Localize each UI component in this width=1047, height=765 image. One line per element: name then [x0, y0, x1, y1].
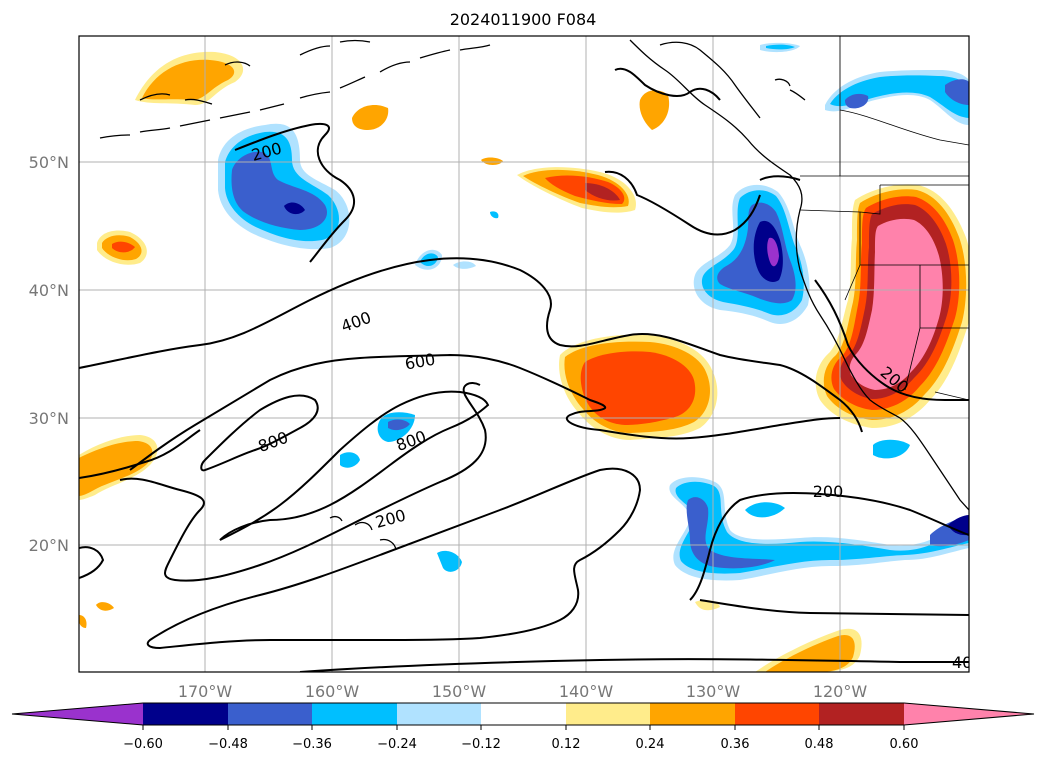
positive-anomaly-region: [580, 351, 696, 425]
map-title: 2024011900 F084: [450, 10, 597, 29]
negative-anomaly-region: [388, 419, 410, 431]
colorbar-segment: [312, 703, 397, 725]
latitude-label: 50°N: [29, 153, 69, 172]
colorbar-segment: [397, 703, 481, 725]
colorbar-tick-label: −0.36: [292, 737, 332, 752]
negative-anomaly-region: [686, 497, 775, 569]
positive-anomaly-region: [639, 90, 670, 130]
latitude-axis: 50°N 40°N 30°N 20°N: [29, 153, 69, 555]
negative-anomaly-region: [830, 75, 969, 118]
negative-anomaly-region: [490, 211, 499, 219]
colorbar-tick-label: 0.12: [552, 737, 581, 752]
colorbar-segment: [735, 703, 819, 725]
colorbar-tick-label: −0.48: [208, 737, 248, 752]
colorbar-segment: [650, 703, 735, 725]
longitude-label: 140°W: [559, 682, 614, 701]
negative-anomaly-region: [284, 202, 305, 215]
negative-anomaly-region: [340, 452, 360, 468]
longitude-label: 120°W: [813, 682, 868, 701]
colorbar-tick-label: 0.60: [890, 737, 919, 752]
gridlines: [79, 36, 969, 672]
colorbar-tick-label: −0.24: [377, 737, 417, 752]
latitude-label: 40°N: [29, 281, 69, 300]
negative-anomaly-region: [675, 481, 969, 574]
negative-anomaly-region: [845, 93, 869, 109]
colorbar-tick-label: −0.60: [123, 737, 163, 752]
colorbar-tick-label: 0.36: [721, 737, 750, 752]
colorbar-extend-low: [12, 703, 143, 725]
negative-anomaly-region: [437, 550, 462, 572]
colorbar-segment: [566, 703, 650, 725]
coastlines: [99, 39, 969, 551]
longitude-label: 170°W: [178, 682, 233, 701]
negative-anomaly-region: [766, 44, 795, 50]
colorbar: −0.60 −0.48 −0.36 −0.24 −0.12 0.12 0.24 …: [11, 702, 1035, 752]
latitude-label: 20°N: [29, 536, 69, 555]
map-frame: [78, 35, 970, 673]
positive-anomaly-region: [96, 602, 114, 611]
positive-anomaly-region: [79, 441, 153, 496]
positive-anomaly-region: [849, 218, 943, 390]
positive-anomaly-region: [352, 105, 389, 130]
negative-anomaly-region: [873, 439, 910, 459]
political-borders: [799, 36, 969, 401]
colorbar-tick-label: 0.48: [805, 737, 834, 752]
longitude-label: 130°W: [686, 682, 741, 701]
positive-anomaly-region: [142, 59, 235, 100]
colorbar-segment: [228, 703, 312, 725]
colorbar-tick-label: 0.24: [636, 737, 665, 752]
longitude-axis: 170°W 160°W 150°W 140°W 130°W 120°W: [178, 682, 868, 701]
colorbar-segment: [481, 703, 566, 725]
positive-anomaly-region: [112, 241, 135, 253]
colorbar-extend-high: [904, 703, 1034, 725]
colorbar-segment: [819, 703, 904, 725]
contour-label: 200: [813, 482, 844, 501]
negative-anomaly-region: [745, 502, 785, 518]
longitude-label: 160°W: [305, 682, 360, 701]
longitude-label: 150°W: [432, 682, 487, 701]
negative-anomaly-region: [767, 237, 779, 267]
colorbar-ticks: [142, 725, 905, 730]
positive-anomaly-region: [765, 634, 855, 672]
negative-anomaly-region: [948, 515, 969, 536]
colorbar-segment: [143, 703, 228, 725]
positive-anomaly-region: [585, 183, 620, 201]
height-contours: [79, 67, 969, 672]
positive-anomaly-region: [481, 157, 503, 165]
negative-anomaly-region: [945, 79, 969, 105]
positive-anomaly-region: [79, 615, 87, 628]
colorbar-tick-label: −0.12: [461, 737, 501, 752]
latitude-label: 30°N: [29, 409, 69, 428]
contour-label: 40: [952, 653, 972, 672]
map-panel: 200 400 600 800 800 200 200 200 40: [79, 36, 972, 672]
contour-labels: 200 400 600 800 800 200 200 200 40: [249, 139, 972, 672]
